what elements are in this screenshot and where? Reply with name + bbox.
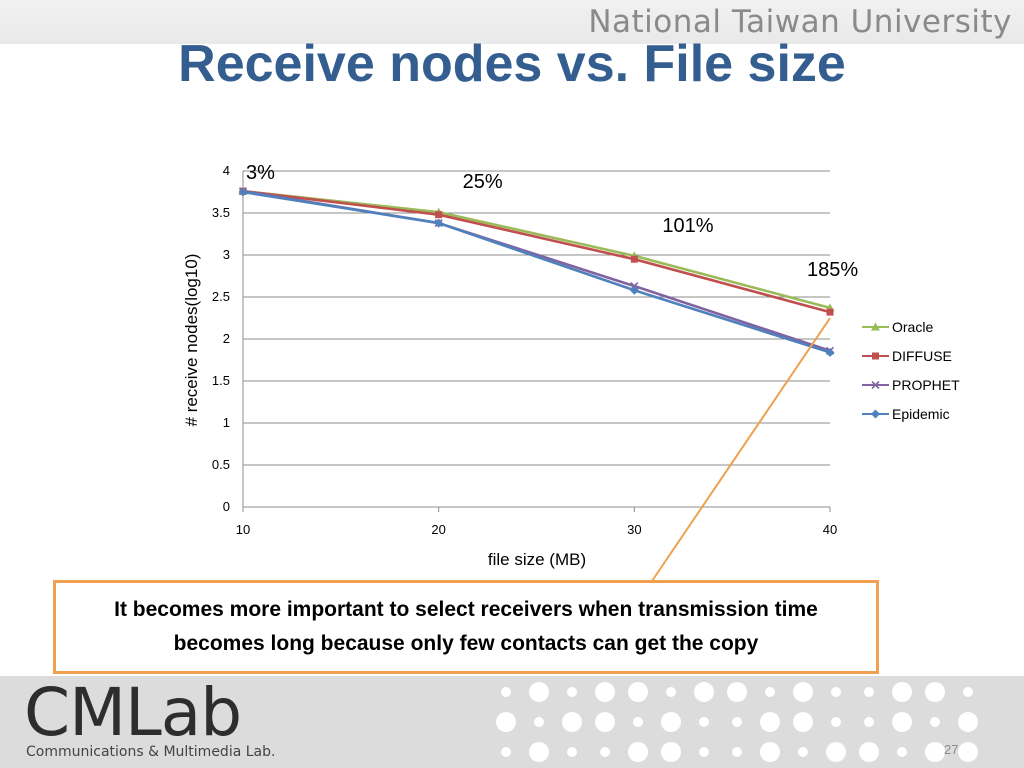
- logo-subtitle: Communications & Multimedia Lab.: [26, 744, 276, 760]
- x-tick-label: 10: [236, 522, 250, 537]
- university-name: National Taiwan University: [588, 4, 1012, 40]
- decorative-dot: [864, 717, 874, 727]
- legend-label: Epidemic: [892, 406, 950, 422]
- data-point-epidemic: [238, 187, 248, 197]
- decorative-dot: [732, 717, 742, 727]
- decorative-dot: [534, 717, 544, 727]
- data-point-diffuse: [630, 255, 638, 263]
- legend-label: DIFFUSE: [892, 348, 952, 364]
- decorative-dot: [529, 682, 549, 702]
- annotation-label: 101%: [662, 215, 713, 237]
- y-axis-title: # receive nodes(log10): [182, 254, 201, 427]
- decorative-dot: [963, 687, 973, 697]
- callout-pointer: [651, 317, 831, 582]
- decorative-dot: [798, 747, 808, 757]
- decorative-dot: [793, 682, 813, 702]
- decorative-dot: [628, 682, 648, 702]
- y-tick-label: 2: [223, 331, 230, 346]
- data-point-epidemic: [629, 285, 639, 295]
- page-number: 27: [944, 742, 959, 757]
- annotation-label: 25%: [463, 171, 503, 193]
- decorative-dot: [892, 682, 912, 702]
- legend-marker: [872, 352, 879, 360]
- decorative-dot: [666, 687, 676, 697]
- header-band: [0, 0, 1024, 44]
- decorative-dot: [831, 717, 841, 727]
- callout-text: It becomes more important to select rece…: [114, 598, 818, 655]
- decorative-dot: [760, 712, 780, 732]
- series-line-epidemic: [242, 190, 831, 354]
- decorative-dot: [595, 712, 615, 732]
- decorative-dot: [699, 747, 709, 757]
- legend-marker: [871, 322, 880, 331]
- series-line-prophet: [242, 189, 831, 352]
- legend-label: Oracle: [892, 319, 933, 335]
- legend-marker: [871, 380, 880, 390]
- data-point-diffuse: [435, 211, 443, 219]
- y-tick-label: 2.5: [212, 289, 230, 304]
- y-tick-label: 1.5: [212, 373, 230, 388]
- y-tick-label: 0: [223, 499, 230, 514]
- data-point-epidemic: [825, 347, 835, 357]
- series-line-diffuse: [242, 189, 831, 314]
- decorative-dot: [826, 742, 846, 762]
- y-tick-label: 4: [223, 163, 230, 178]
- decorative-dot: [765, 687, 775, 697]
- decorative-dot: [892, 712, 912, 732]
- decorative-dot: [699, 717, 709, 727]
- decorative-dot: [529, 742, 549, 762]
- data-point-diffuse: [826, 308, 834, 316]
- decorative-dot: [925, 742, 945, 762]
- decorative-dot: [727, 682, 747, 702]
- legend-marker: [871, 409, 880, 419]
- decorative-dot: [496, 712, 516, 732]
- decorative-dot: [600, 747, 610, 757]
- decorative-dot: [831, 687, 841, 697]
- decorative-dot: [501, 747, 511, 757]
- annotation-label: 185%: [807, 259, 858, 281]
- y-tick-label: 3.5: [212, 205, 230, 220]
- decorative-dot: [567, 687, 577, 697]
- decorative-dot: [661, 712, 681, 732]
- decorative-dot: [760, 742, 780, 762]
- annotation-label: 3%: [246, 162, 275, 184]
- cmlab-logo: CMLab: [24, 674, 242, 751]
- y-tick-label: 1: [223, 415, 230, 430]
- decorative-dot: [864, 687, 874, 697]
- decorative-dot: [694, 682, 714, 702]
- slide-title: Receive nodes vs. File size: [178, 35, 846, 93]
- decorative-dots: [496, 682, 978, 762]
- decorative-dot: [732, 747, 742, 757]
- x-tick-label: 20: [431, 522, 445, 537]
- decorative-dot: [562, 712, 582, 732]
- decorative-dot: [930, 717, 940, 727]
- decorative-dot: [958, 712, 978, 732]
- x-tick-label: 30: [627, 522, 641, 537]
- decorative-dot: [897, 747, 907, 757]
- callout-box: It becomes more important to select rece…: [53, 580, 879, 674]
- decorative-dot: [925, 682, 945, 702]
- decorative-dot: [958, 742, 978, 762]
- decorative-dot: [628, 742, 648, 762]
- decorative-dot: [859, 742, 879, 762]
- decorative-dot: [567, 747, 577, 757]
- decorative-dot: [501, 687, 511, 697]
- decorative-dot: [633, 717, 643, 727]
- decorative-dot: [595, 682, 615, 702]
- legend-label: PROPHET: [892, 377, 960, 393]
- decorative-dot: [793, 712, 813, 732]
- y-tick-label: 3: [223, 247, 230, 262]
- x-tick-label: 40: [823, 522, 837, 537]
- series-line-oracle: [242, 189, 831, 310]
- decorative-dot: [661, 742, 681, 762]
- x-axis-title: file size (MB): [488, 550, 586, 569]
- data-point-epidemic: [434, 218, 444, 228]
- y-tick-label: 0.5: [212, 457, 230, 472]
